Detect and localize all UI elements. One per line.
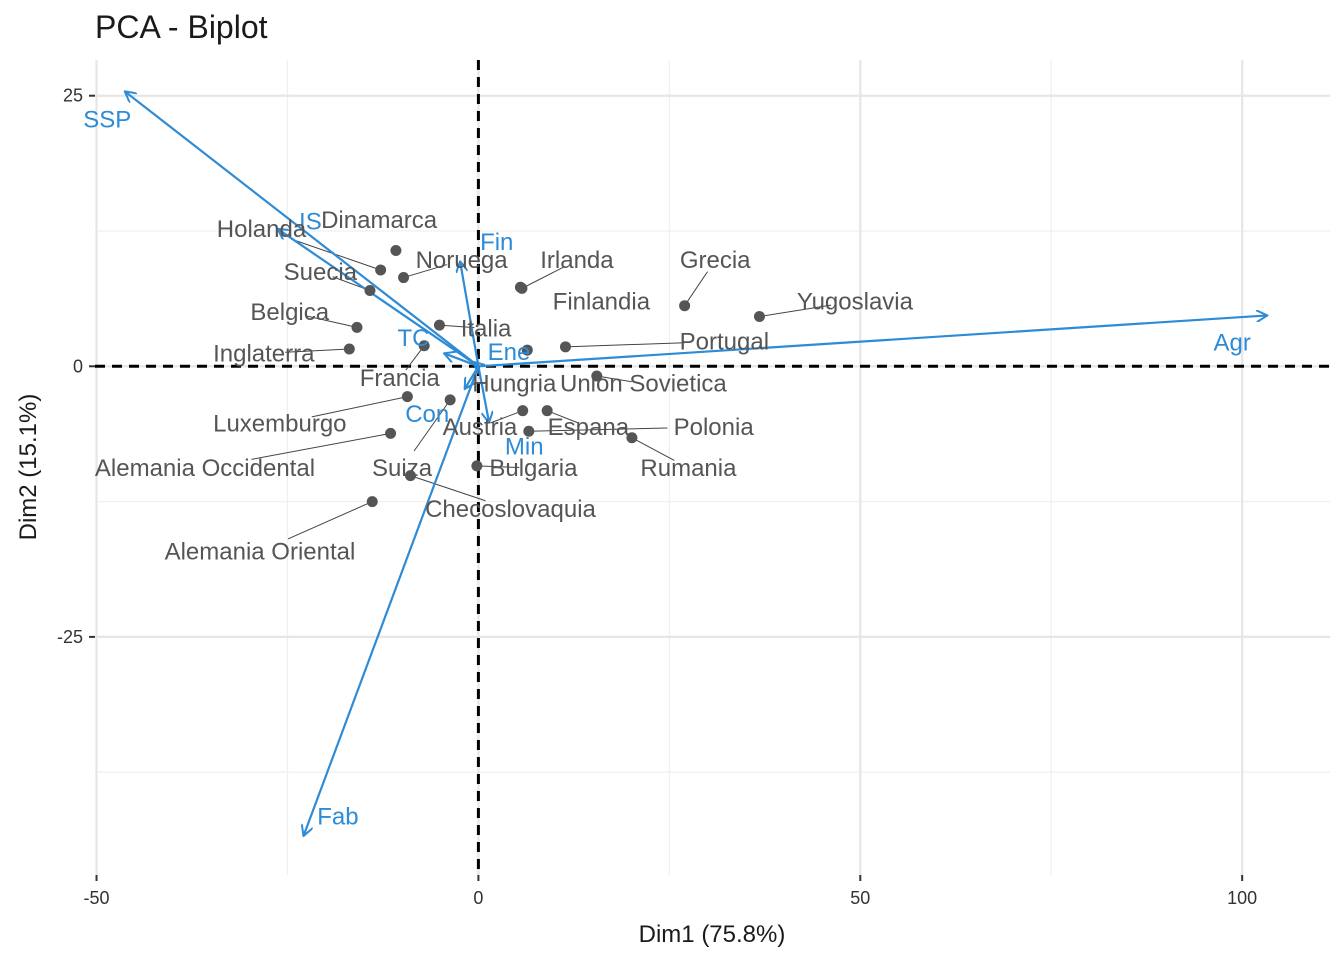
point-espana <box>541 405 553 417</box>
label-union-sovietica: Union Sovietica <box>560 371 727 398</box>
label-polonia: Polonia <box>674 414 755 441</box>
variable-arrows <box>125 91 1268 836</box>
point-portugal <box>559 341 571 353</box>
label-suiza: Suiza <box>372 455 433 482</box>
variable-label-ssp: SSP <box>83 107 131 134</box>
connector-union-sovietica <box>596 375 632 383</box>
connector-alemania-occidental <box>251 432 391 460</box>
connector-suiza <box>413 399 451 452</box>
point-bulgaria <box>471 460 483 472</box>
variable-label-agr: Agr <box>1214 329 1251 356</box>
point-grecia <box>679 300 691 312</box>
variable-arrow-agr <box>478 315 1267 368</box>
connector-checoslovaquia <box>410 475 486 502</box>
connector-noruega <box>403 264 448 279</box>
variable-arrow-is <box>278 229 480 368</box>
variable-arrow-min <box>477 366 489 422</box>
connector-austria <box>490 410 523 424</box>
connector-rumania <box>631 437 675 461</box>
axes: -50 0 50 100 -25 0 25 <box>57 60 1330 908</box>
connector-bulgaria <box>476 465 520 468</box>
label-suecia: Suecia <box>284 259 358 286</box>
label-hungria: Hungria <box>472 371 557 398</box>
x-tick-label: 50 <box>850 888 870 908</box>
y-tick-label: 0 <box>73 356 83 376</box>
point-belgica <box>351 321 363 333</box>
variable-label-fab: Fab <box>317 804 358 831</box>
variable-label-con: Con <box>405 401 449 428</box>
connector-yugoslavia <box>759 304 832 318</box>
label-italia: Italia <box>461 315 512 342</box>
label-holanda: Holanda <box>217 216 307 243</box>
label-grecia: Grecia <box>680 247 751 274</box>
x-tick-label: 100 <box>1227 888 1257 908</box>
variable-label-min: Min <box>505 433 544 460</box>
variable-arrow-ssp <box>125 91 480 368</box>
point-unlabeled <box>514 281 526 293</box>
label-inglaterra: Inglaterra <box>213 340 315 367</box>
x-tick-label: 0 <box>473 888 483 908</box>
label-irlanda: Irlanda <box>540 247 614 274</box>
variable-arrow-ene <box>474 362 479 366</box>
label-finlandia: Finlandia <box>553 288 651 315</box>
variable-arrow-fab <box>304 365 480 836</box>
point-austria <box>517 405 529 417</box>
point-dinamarca <box>390 244 402 256</box>
connector-portugal <box>565 342 685 348</box>
connector-luxemburgo <box>311 396 408 418</box>
point-polonia <box>523 425 535 437</box>
x-tick-label: -50 <box>84 888 110 908</box>
variable-label-ene: Ene <box>488 339 531 366</box>
point-union-sovietica <box>591 370 603 382</box>
point-alemania-occidental <box>385 427 397 439</box>
variable-label-is: IS <box>299 208 322 235</box>
label-belgica: Belgica <box>250 299 329 326</box>
individual-points <box>343 244 765 508</box>
connector-grecia <box>684 271 708 306</box>
variable-arrow-fin <box>460 261 480 367</box>
point-checoslovaquia <box>404 470 416 482</box>
connector-polonia <box>528 427 668 432</box>
point-rumania <box>626 432 638 444</box>
variable-label-fin: Fin <box>480 229 513 256</box>
connector-irlanda <box>521 266 564 289</box>
label-rumania: Rumania <box>640 455 737 482</box>
y-tick-label: 25 <box>63 86 83 106</box>
point-inglaterra <box>343 343 355 355</box>
point-suiza <box>444 394 456 406</box>
connector-espana <box>546 410 579 424</box>
point-alemania-oriental <box>366 496 378 508</box>
point-yugoslavia <box>753 311 765 323</box>
x-axis-title: Dim1 (75.8%) <box>639 921 786 948</box>
chart-title: PCA - Biplot <box>95 9 268 45</box>
y-tick-label: -25 <box>57 627 83 647</box>
label-yugoslavia: Yugoslavia <box>797 288 914 315</box>
point-suecia <box>364 285 376 297</box>
y-axis-title: Dim2 (15.1%) <box>15 394 42 541</box>
connector-belgica <box>306 315 358 328</box>
label-bulgaria: Bulgaria <box>489 455 578 482</box>
point-noruega <box>398 272 410 284</box>
label-austria: Austria <box>443 414 518 441</box>
label-alemania-oriental: Alemania Oriental <box>165 538 356 565</box>
label-espana: Espana <box>548 414 630 441</box>
label-francia: Francia <box>360 365 441 392</box>
label-dinamarca: Dinamarca <box>321 207 438 234</box>
point-luxemburgo <box>401 391 413 403</box>
label-portugal: Portugal <box>680 328 769 355</box>
variable-label-tc: TC <box>397 325 429 352</box>
point-italia <box>433 319 445 331</box>
label-alemania-occidental: Alemania Occidental <box>95 455 315 482</box>
point-francia <box>418 340 430 352</box>
point-holanda <box>375 264 387 276</box>
connector-inglaterra <box>285 348 350 353</box>
label-noruega: Noruega <box>416 247 509 274</box>
point-hungria <box>521 344 533 356</box>
connector-alemania-oriental <box>287 501 373 540</box>
labels: SSP IS Fin Agr TC Ene Con Min Fab Dinamarca Norueg… <box>83 107 1251 831</box>
label-checoslovaquia: Checoslovaquia <box>425 496 596 523</box>
label-luxemburgo: Luxemburgo <box>213 411 346 438</box>
connector-italia <box>439 324 475 329</box>
